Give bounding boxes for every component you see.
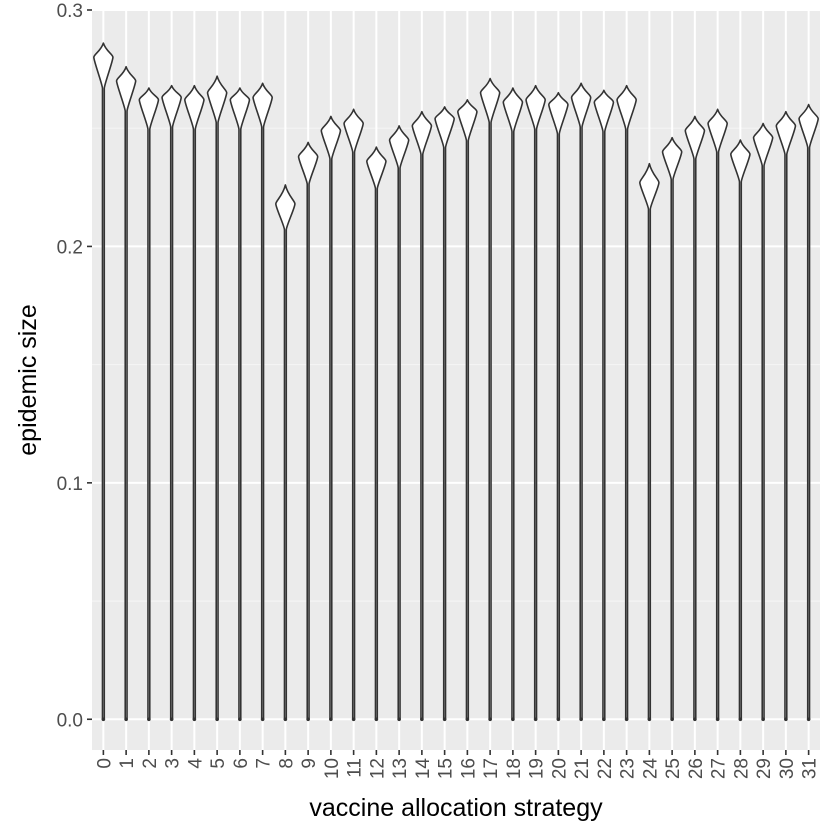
x-tick-label: 17 <box>481 758 502 779</box>
y-tick-label: 0.0 <box>57 710 83 731</box>
x-tick-label: 14 <box>413 758 434 780</box>
x-tick-label: 3 <box>163 758 184 769</box>
violin-base-19 <box>533 717 538 722</box>
violin-base-12 <box>374 717 379 722</box>
y-tick-label: 0.3 <box>57 1 83 22</box>
violin-base-0 <box>101 717 106 722</box>
violin-base-1 <box>124 717 128 722</box>
x-tick-label: 19 <box>527 758 548 779</box>
violin-base-23 <box>624 717 629 722</box>
x-tick-label: 0 <box>94 758 115 769</box>
x-tick-label: 15 <box>436 758 457 779</box>
violin-base-20 <box>556 717 561 722</box>
x-tick-label: 4 <box>185 758 206 769</box>
violin-series <box>93 42 819 722</box>
x-tick-label: 31 <box>800 758 821 779</box>
x-tick-label: 8 <box>276 758 297 769</box>
violin-base-2 <box>147 717 151 722</box>
x-tick-label: 1 <box>117 758 138 769</box>
violin-base-6 <box>238 717 242 722</box>
violin-base-15 <box>442 717 447 722</box>
violin-base-8 <box>283 717 288 722</box>
violin-base-16 <box>465 717 470 722</box>
violin-base-9 <box>306 717 310 722</box>
violin-base-11 <box>351 717 356 722</box>
x-tick-label: 29 <box>754 758 775 779</box>
violin-base-24 <box>647 717 652 722</box>
x-tick-label: 11 <box>345 758 366 778</box>
violin-base-30 <box>784 717 788 722</box>
y-tick-label: 0.2 <box>57 237 83 258</box>
violin-base-17 <box>488 717 492 722</box>
y-axis: 0.0 0.1 0.2 0.3 <box>57 1 92 731</box>
x-tick-label: 7 <box>254 758 275 769</box>
x-tick-label: 6 <box>231 758 252 769</box>
x-tick-label: 23 <box>618 758 639 779</box>
x-tick-label: 18 <box>504 758 525 779</box>
violin-base-18 <box>511 717 515 722</box>
x-tick-label: 24 <box>640 758 661 780</box>
x-tick-label: 22 <box>595 758 616 779</box>
violin-base-27 <box>715 717 720 722</box>
violin-base-10 <box>329 717 333 722</box>
x-tick-label: 20 <box>549 758 570 779</box>
x-tick-label: 13 <box>390 758 411 779</box>
x-tick-label: 2 <box>140 758 161 769</box>
violin-base-3 <box>169 717 174 722</box>
x-tick-label: 21 <box>572 758 593 779</box>
violin-base-14 <box>420 717 424 722</box>
x-tick-label: 28 <box>731 758 752 779</box>
x-tick-label: 30 <box>777 758 798 779</box>
x-tick-label: 26 <box>686 758 707 779</box>
x-tick-label: 25 <box>663 758 684 779</box>
x-axis: 0 1 2 3 4 5 6 7 8 9 10 11 12 13 14 15 16 17 18 19 20 21 22 23 24… <box>94 750 821 780</box>
x-tick-label: 10 <box>322 758 343 779</box>
y-tick-label: 0.1 <box>57 474 83 495</box>
violin-base-31 <box>806 717 811 722</box>
x-tick-label: 5 <box>208 758 229 769</box>
violin-base-22 <box>602 717 606 722</box>
x-tick-label: 9 <box>299 758 320 769</box>
x-axis-title: vaccine allocation strategy <box>309 794 603 822</box>
violin-base-5 <box>215 717 219 722</box>
violin-base-26 <box>693 717 697 722</box>
violin-base-29 <box>761 717 765 722</box>
y-axis-title: epidemic size <box>14 304 42 455</box>
violin-base-21 <box>579 717 583 722</box>
violin-base-7 <box>260 717 265 722</box>
x-tick-label: 12 <box>367 758 388 779</box>
x-tick-label: 16 <box>458 758 479 779</box>
violin-base-28 <box>738 717 743 722</box>
violin-base-25 <box>670 717 674 722</box>
violin-base-4 <box>192 717 197 722</box>
x-tick-label: 27 <box>709 758 730 779</box>
violin-base-13 <box>397 717 401 722</box>
